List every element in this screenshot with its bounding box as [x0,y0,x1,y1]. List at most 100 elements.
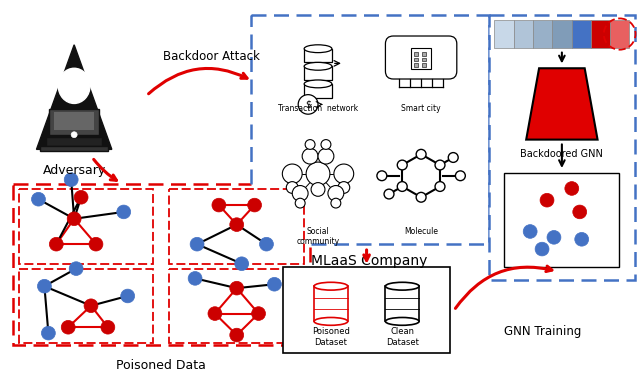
Bar [572,20,591,48]
Text: Poisoned
Dataset: Poisoned Dataset [312,327,350,347]
Circle shape [456,171,465,181]
Circle shape [524,225,537,238]
Bar [552,20,572,48]
Bar [251,14,488,244]
Circle shape [282,164,302,184]
Bar [422,52,426,55]
Bar [170,190,304,264]
Text: Social
community: Social community [296,227,340,246]
Circle shape [286,182,298,193]
Polygon shape [526,68,598,139]
Bar [514,20,533,48]
Circle shape [305,139,315,149]
Text: Smart city: Smart city [401,104,441,113]
Circle shape [397,182,407,192]
Text: Molecule: Molecule [404,227,438,236]
Polygon shape [36,45,112,149]
Bar [591,20,610,48]
Circle shape [535,242,549,256]
Circle shape [448,153,458,162]
Ellipse shape [304,63,332,70]
Circle shape [69,262,83,276]
Bar [412,48,431,69]
Bar [46,137,102,146]
Circle shape [573,205,587,219]
Circle shape [188,271,202,285]
Circle shape [321,139,331,149]
Bar [40,146,108,151]
Bar [19,190,154,264]
Text: Clean
Dataset: Clean Dataset [386,327,419,347]
FancyBboxPatch shape [385,36,457,79]
Circle shape [84,299,98,313]
Circle shape [435,160,445,170]
Bar [422,58,426,61]
Bar [284,267,450,352]
Bar [19,268,154,343]
Circle shape [302,149,318,164]
Text: Transaction  network: Transaction network [278,104,358,113]
Circle shape [377,171,387,181]
Circle shape [435,182,445,192]
Circle shape [260,238,273,251]
Circle shape [71,132,77,138]
Circle shape [416,149,426,159]
Bar [54,112,94,130]
Bar [414,58,418,61]
Bar [414,63,418,67]
Circle shape [212,198,226,212]
Bar [414,52,418,55]
Circle shape [230,218,244,231]
Circle shape [292,185,308,201]
Circle shape [230,328,244,342]
Circle shape [230,281,244,295]
Bar [533,20,552,48]
Circle shape [547,230,561,244]
Bar [385,286,419,321]
Text: Poisoned Data: Poisoned Data [116,359,206,371]
Ellipse shape [58,68,90,103]
Circle shape [252,307,266,320]
Ellipse shape [385,282,419,290]
Circle shape [248,198,262,212]
Circle shape [384,189,394,199]
Bar [495,20,514,48]
Circle shape [64,173,78,187]
Circle shape [74,190,88,204]
Bar [504,173,620,267]
Ellipse shape [49,107,100,139]
Circle shape [575,233,589,246]
Bar [488,14,636,280]
Text: MLaaS Company: MLaaS Company [312,254,428,268]
Circle shape [121,289,134,303]
Circle shape [306,162,330,185]
Circle shape [67,212,81,225]
Circle shape [116,205,131,219]
Bar [49,109,99,135]
Bar [314,286,348,321]
Text: GNN Training: GNN Training [504,325,582,338]
Circle shape [565,182,579,195]
Circle shape [268,277,282,291]
Bar [610,20,629,48]
Circle shape [331,198,341,208]
Ellipse shape [304,45,332,53]
Circle shape [61,320,75,334]
Circle shape [101,320,115,334]
Circle shape [298,95,318,114]
Circle shape [416,192,426,202]
Bar [422,63,426,67]
Ellipse shape [304,80,332,88]
Bar [304,84,332,98]
Text: Backdoored GNN: Backdoored GNN [520,149,604,159]
Circle shape [42,326,55,340]
Text: $: $ [305,100,311,109]
Circle shape [38,279,51,293]
Circle shape [540,193,554,207]
Bar [304,66,332,80]
Circle shape [295,198,305,208]
Circle shape [190,238,204,251]
Circle shape [338,182,349,193]
Ellipse shape [314,317,348,325]
Text: Backdoor Attack: Backdoor Attack [163,50,259,63]
